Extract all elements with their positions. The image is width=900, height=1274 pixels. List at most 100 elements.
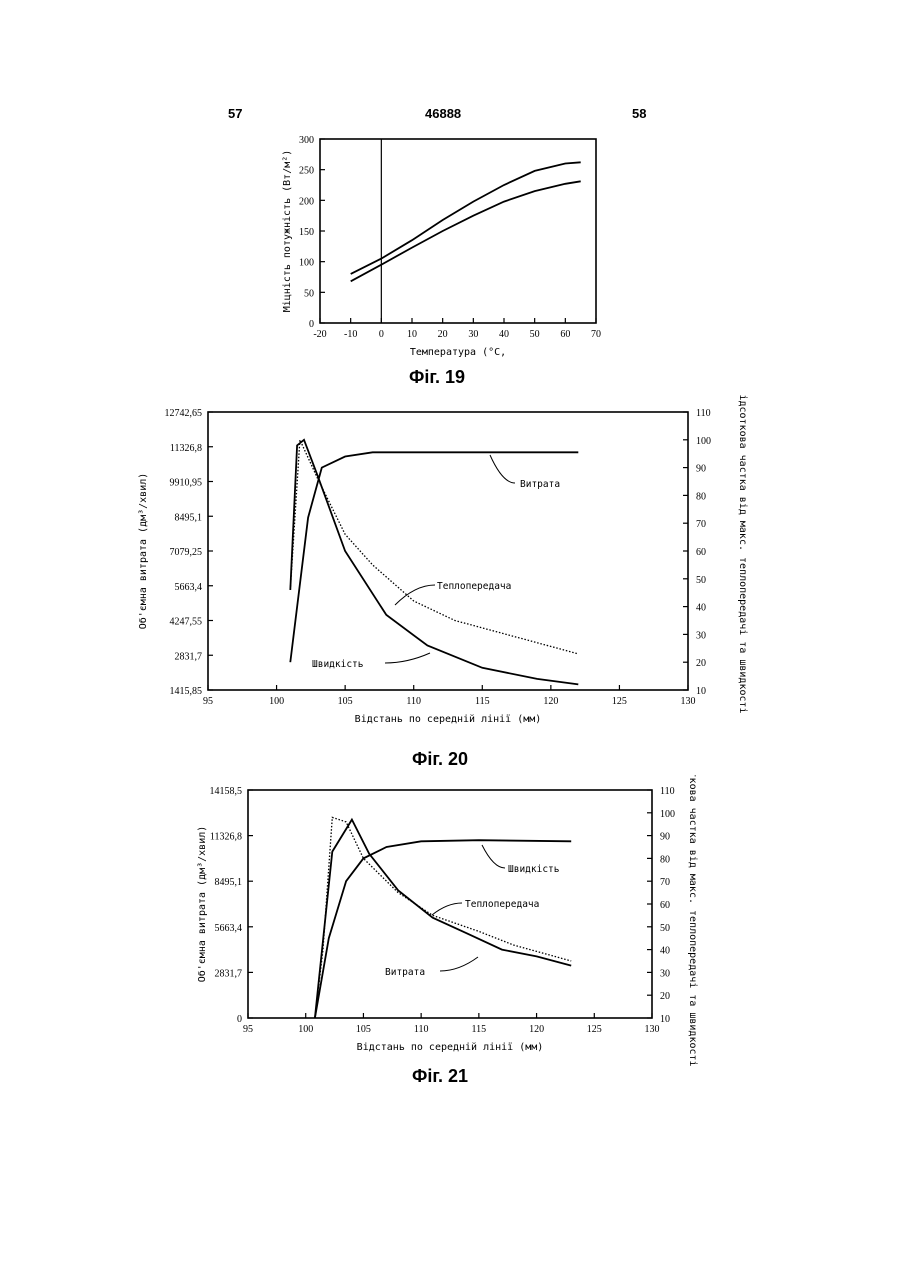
plot-frame xyxy=(248,790,652,1018)
y-tick-label: 250 xyxy=(299,166,314,177)
figure-caption: Фіг. 19 xyxy=(409,367,465,387)
y2-tick-label: 60 xyxy=(696,547,706,558)
x-tick-label: 100 xyxy=(298,1024,313,1035)
y2-tick-label: 60 xyxy=(660,900,670,911)
y2-tick-label: 20 xyxy=(660,991,670,1002)
x-tick-label: 10 xyxy=(407,329,417,340)
y-axis-label: Об'ємна витрата (дм³/хвил) xyxy=(137,473,149,630)
y2-axis-label: Відсоткова частка від макс. теплопередач… xyxy=(687,775,699,1067)
x-tick-label: 110 xyxy=(406,696,421,707)
y2-tick-label: 40 xyxy=(696,603,706,614)
annotation-teploperedacha-leader xyxy=(432,903,462,915)
y-axis-label: Об'ємна витрата (дм³/хвил) xyxy=(196,826,208,983)
series-line-1 xyxy=(351,162,581,274)
y2-tick-label: 80 xyxy=(696,491,706,502)
document-number: 46888 xyxy=(425,106,461,121)
x-tick-label: 110 xyxy=(414,1024,429,1035)
page-number-right: 58 xyxy=(632,106,646,121)
y2-tick-label: 30 xyxy=(660,968,670,979)
x-tick-label: -20 xyxy=(313,329,326,340)
x-axis-label: Відстань по середній лінії (мм) xyxy=(357,1041,544,1053)
y-tick-label: 100 xyxy=(299,258,314,269)
x-tick-label: 60 xyxy=(560,329,570,340)
y2-axis-label: Відсоткова частка від макс. теплопередач… xyxy=(737,395,749,714)
y-tick-label: 14158,5 xyxy=(210,786,243,797)
series-line-3 xyxy=(290,440,578,685)
y2-tick-label: 70 xyxy=(696,519,706,530)
y2-tick-label: 90 xyxy=(696,464,706,475)
figure-20-chart: 951001051101151201251301415,852831,74247… xyxy=(0,395,900,775)
annotation-shvydkist-leader xyxy=(385,653,430,663)
x-tick-label: 105 xyxy=(356,1024,371,1035)
y2-tick-label: 90 xyxy=(660,832,670,843)
page-number-left: 57 xyxy=(228,106,242,121)
y-tick-label: 12742,65 xyxy=(165,408,203,419)
y-axis-label: Міцність потужність (Вт/м²) xyxy=(281,150,293,313)
y-tick-label: 2831,7 xyxy=(215,968,243,979)
y2-tick-label: 100 xyxy=(660,809,675,820)
x-tick-label: 50 xyxy=(530,329,540,340)
x-tick-label: -10 xyxy=(344,329,357,340)
y2-tick-label: 110 xyxy=(696,408,711,419)
x-tick-label: 125 xyxy=(612,696,627,707)
annotation-vytrata: Витрата xyxy=(520,479,560,490)
y-tick-label: 0 xyxy=(237,1014,242,1025)
x-tick-label: 40 xyxy=(499,329,509,340)
y2-tick-label: 10 xyxy=(696,686,706,697)
annotation-vytrata-leader xyxy=(440,957,478,971)
x-tick-label: 130 xyxy=(645,1024,660,1035)
y-tick-label: 0 xyxy=(309,319,314,330)
annotation-shvydkist-leader xyxy=(482,845,505,868)
y2-tick-label: 50 xyxy=(696,575,706,586)
x-tick-label: 20 xyxy=(438,329,448,340)
x-tick-label: 0 xyxy=(379,329,384,340)
annotation-teploperedacha-leader xyxy=(395,585,435,605)
x-tick-label: 95 xyxy=(243,1024,253,1035)
y2-tick-label: 70 xyxy=(660,877,670,888)
y2-tick-label: 20 xyxy=(696,658,706,669)
y-tick-label: 200 xyxy=(299,196,314,207)
figure-caption: Фіг. 21 xyxy=(412,1066,468,1086)
y-tick-label: 5663,4 xyxy=(175,582,203,593)
y-tick-label: 11326,8 xyxy=(170,443,202,454)
annotation-vytrata-leader xyxy=(490,455,515,483)
y-tick-label: 8495,1 xyxy=(175,512,203,523)
x-tick-label: 95 xyxy=(203,696,213,707)
x-tick-label: 130 xyxy=(681,696,696,707)
series-line-2 xyxy=(290,440,578,654)
y2-tick-label: 80 xyxy=(660,854,670,865)
annotation-shvydkist: Швидкість xyxy=(508,864,560,875)
x-tick-label: 125 xyxy=(587,1024,602,1035)
x-tick-label: 120 xyxy=(543,696,558,707)
y-tick-label: 9910,95 xyxy=(170,478,203,489)
x-tick-label: 30 xyxy=(468,329,478,340)
y-tick-label: 300 xyxy=(299,135,314,146)
y-tick-label: 4247,55 xyxy=(170,617,203,628)
y2-tick-label: 30 xyxy=(696,630,706,641)
figure-21-chart: 9510010511011512012513002831,75663,48495… xyxy=(0,775,900,1095)
y-tick-label: 150 xyxy=(299,227,314,238)
y-tick-label: 1415,85 xyxy=(170,686,203,697)
y2-tick-label: 50 xyxy=(660,923,670,934)
figure-19-chart: -20 -10 0 10 20 30 40 50 60 70 0 50 100 150 200 250 300 Т… xyxy=(0,125,900,395)
y2-tick-label: 40 xyxy=(660,946,670,957)
y-tick-label: 5663,4 xyxy=(215,923,243,934)
x-tick-label: 100 xyxy=(269,696,284,707)
annotation-vytrata: Витрата xyxy=(385,967,425,978)
y-tick-label: 50 xyxy=(304,288,314,299)
y2-tick-label: 100 xyxy=(696,436,711,447)
x-axis-label: Відстань по середній лінії (мм) xyxy=(355,713,542,725)
x-tick-label: 70 xyxy=(591,329,601,340)
annotation-teploperedacha: Теплопередача xyxy=(465,899,539,910)
x-axis-label: Температура (°C, xyxy=(410,347,506,358)
annotation-shvydkist: Швидкість xyxy=(312,659,364,670)
x-tick-label: 115 xyxy=(475,696,490,707)
x-tick-label: 120 xyxy=(529,1024,544,1035)
y2-tick-label: 110 xyxy=(660,786,675,797)
y2-tick-label: 10 xyxy=(660,1014,670,1025)
series-line-2 xyxy=(351,181,581,281)
y-tick-label: 8495,1 xyxy=(215,877,243,888)
y-tick-label: 7079,25 xyxy=(170,547,203,558)
annotation-teploperedacha: Теплопередача xyxy=(437,581,511,592)
x-tick-label: 105 xyxy=(338,696,353,707)
